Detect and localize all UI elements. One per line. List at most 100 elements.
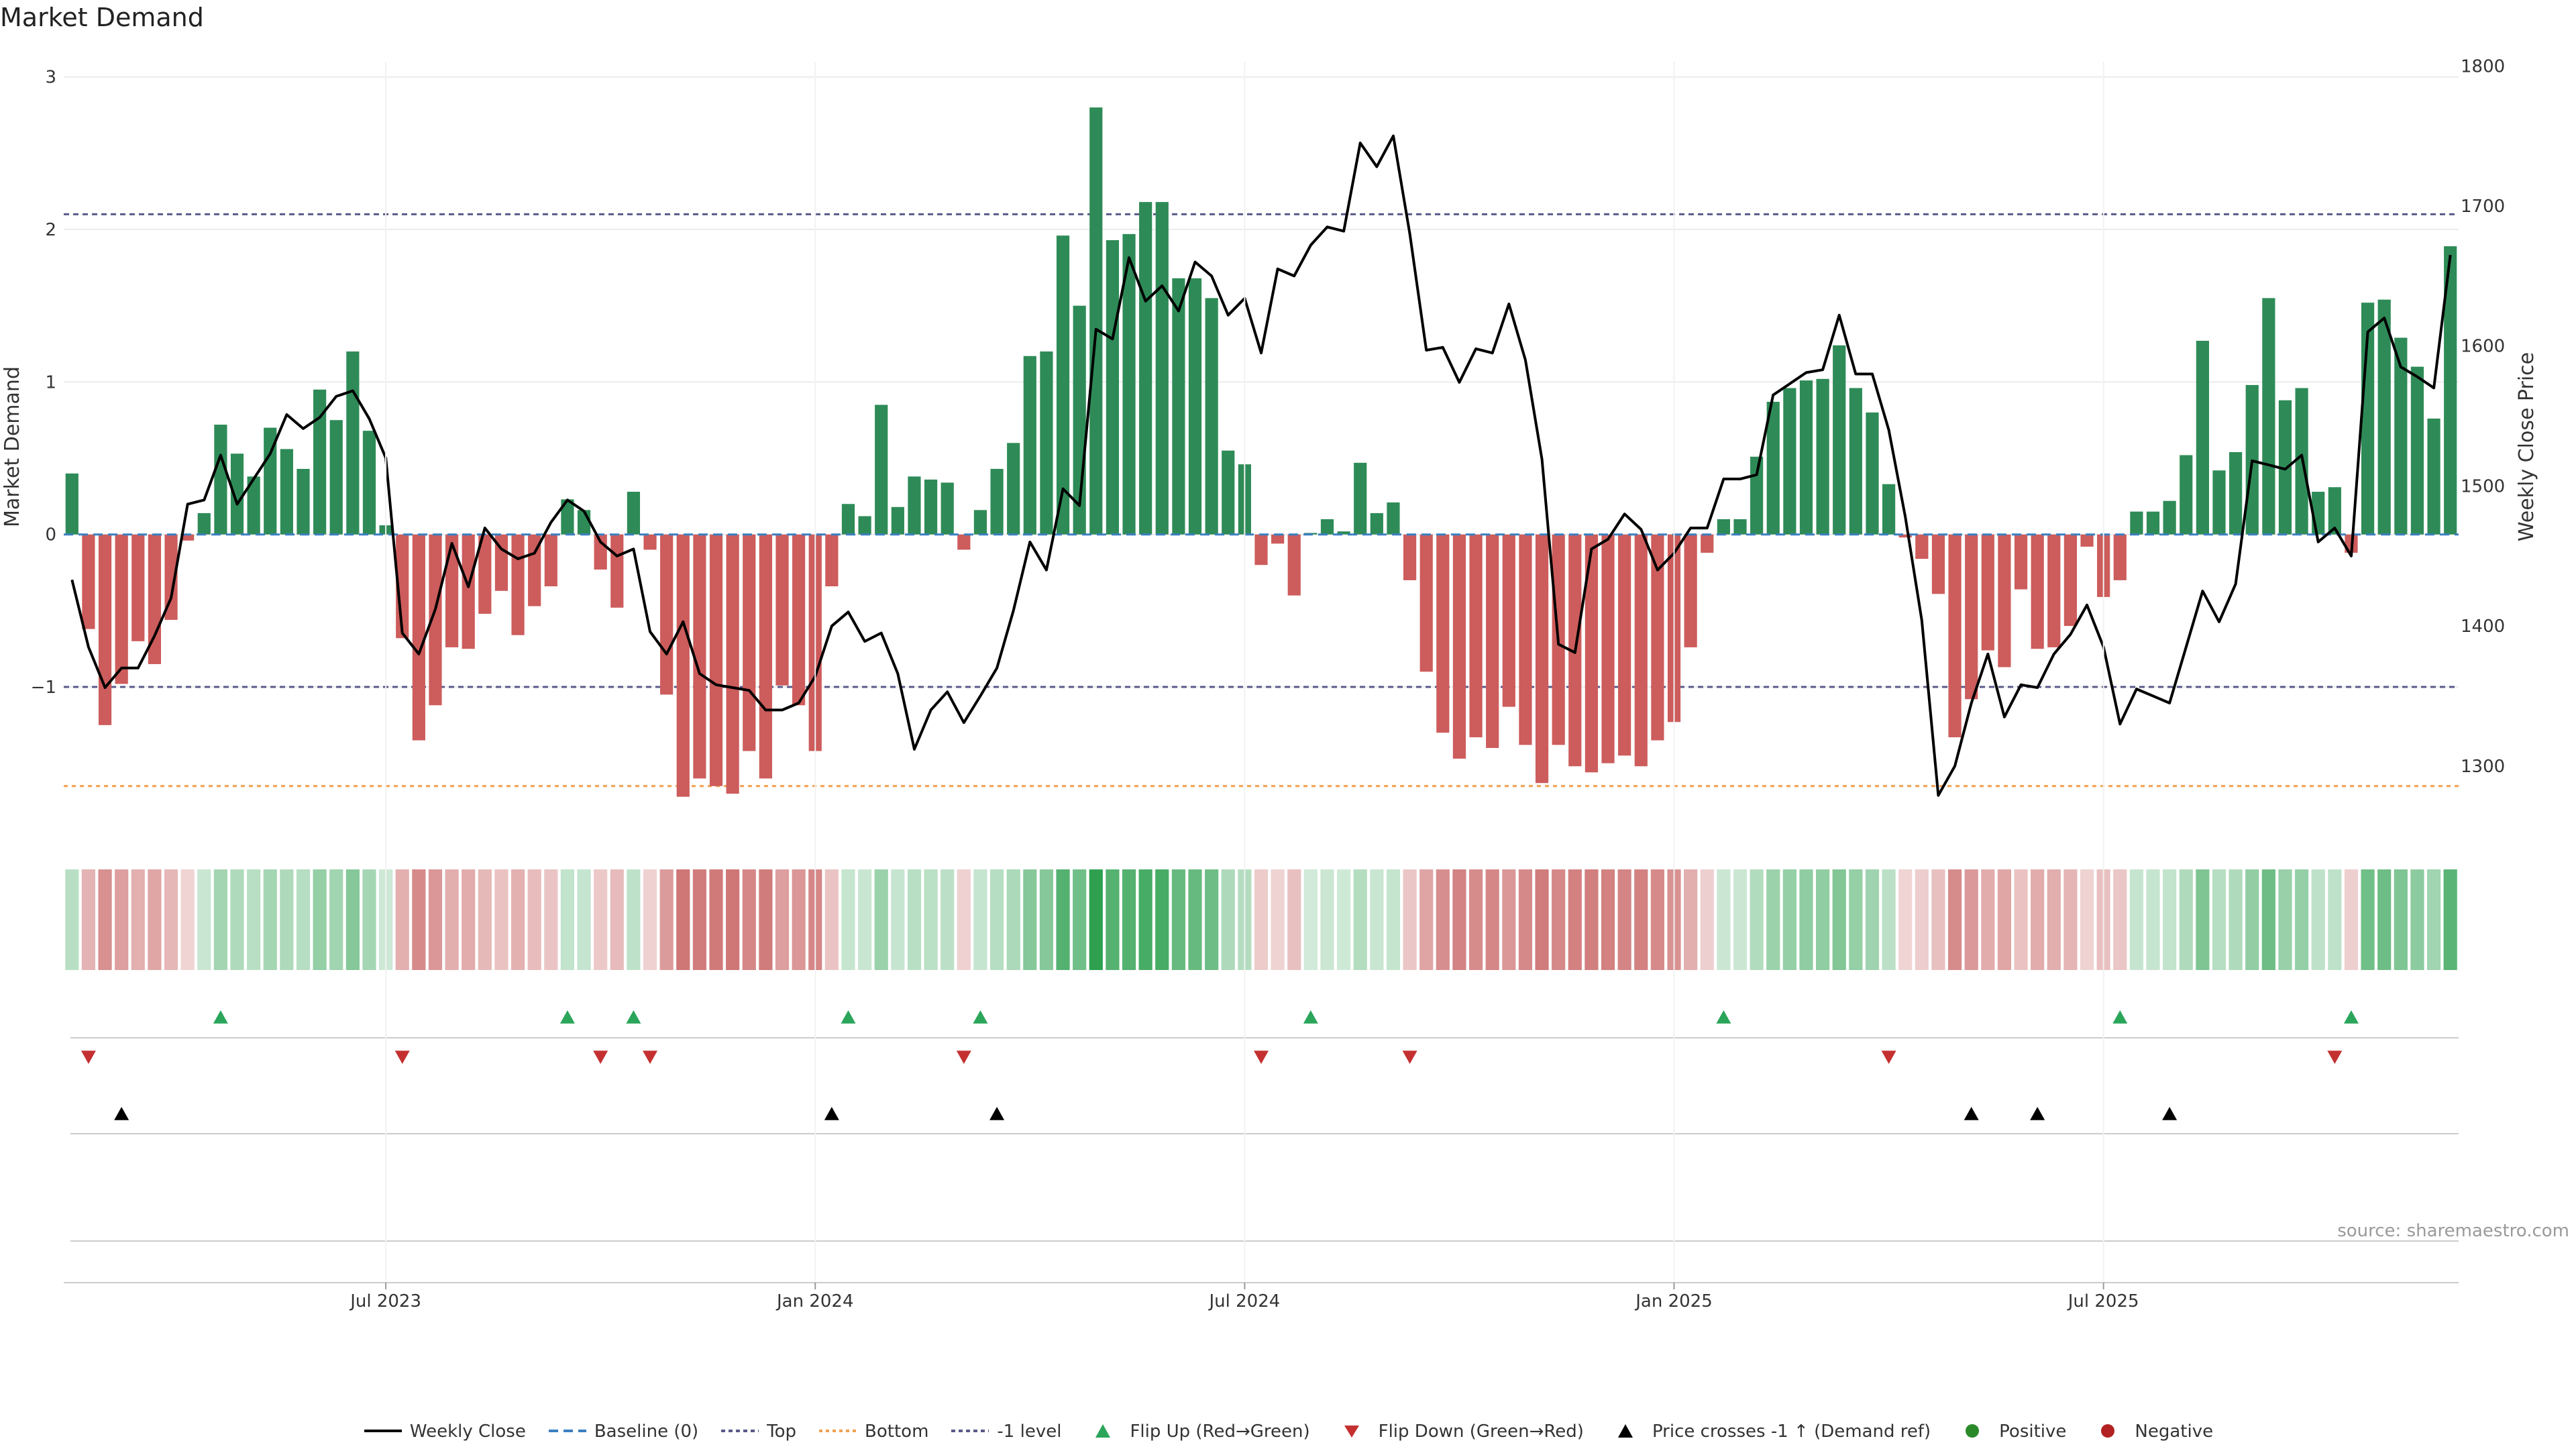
heat-cell (775, 869, 790, 970)
heat-cell (527, 869, 541, 970)
demand-bar (2146, 511, 2160, 535)
heat-cell (1799, 869, 1813, 970)
heat-cell (2080, 869, 2094, 970)
heat-cell (2163, 869, 2177, 970)
legend-item: Baseline (0) (547, 1421, 698, 1442)
demand-bar (1354, 462, 1367, 535)
demand-bar (1387, 502, 1400, 535)
heat-cell (345, 869, 360, 970)
left-axis: −1 0 1 2 3 Market Demand (1, 68, 56, 698)
heat-cell (643, 869, 657, 970)
demand-bar (2196, 341, 2209, 535)
demand-bar (2014, 534, 2028, 590)
legend-label: Top (767, 1421, 797, 1442)
heat-cell (1882, 869, 1896, 970)
heat-cell (296, 869, 311, 970)
demand-bar (2410, 366, 2424, 535)
heat-cell (792, 869, 806, 970)
demand-bar (346, 351, 360, 535)
heat-cell (1056, 869, 1070, 970)
demand-bar (2328, 487, 2341, 535)
heat-cell (115, 869, 129, 970)
price-cross-marker (2162, 1107, 2178, 1120)
heat-cell (395, 869, 409, 970)
demand-bar (1089, 107, 1103, 535)
demand-bar (544, 534, 557, 587)
date-tick-label: Jul 2024 (1208, 1291, 1280, 1311)
demand-bar (1370, 513, 1383, 535)
heat-cell (1370, 869, 1384, 970)
heat-cell (759, 869, 773, 970)
demand-bar (1601, 534, 1615, 763)
demand-bar (2130, 511, 2143, 535)
heat-cell (263, 869, 277, 970)
flip-up-marker (559, 1010, 575, 1024)
demand-bar (1486, 534, 1499, 748)
demand-bar (1766, 401, 1780, 535)
demand-bar (1849, 388, 1862, 535)
heat-cell (742, 869, 756, 970)
demand-bar (2163, 500, 2176, 535)
heat-cell (2361, 869, 2375, 970)
legend-swatch (364, 1430, 402, 1432)
demand-bar (643, 534, 657, 550)
demand-bar (627, 492, 641, 535)
demand-bar (1783, 388, 1796, 535)
price-cross-marker (2030, 1107, 2045, 1120)
demand-bar (65, 473, 78, 535)
legend-label: Negative (2135, 1421, 2214, 1442)
demand-bar (1155, 202, 1169, 535)
legend-item: Negative (2088, 1421, 2213, 1442)
left-tick-label: −1 (31, 678, 56, 698)
demand-bar (1106, 239, 1120, 535)
demand-bar (1271, 534, 1285, 544)
heat-cell (1122, 869, 1136, 970)
heat-cell (197, 869, 211, 970)
demand-bar (462, 534, 475, 649)
demand-bar (1139, 202, 1152, 535)
heat-cell (362, 869, 376, 970)
heat-cell (594, 869, 608, 970)
demand-bar (1436, 534, 1450, 733)
legend-swatch (1617, 1424, 1633, 1438)
demand-bar (1419, 534, 1433, 672)
demand-bar (197, 513, 211, 535)
date-tick-label: Jan 2024 (775, 1291, 854, 1311)
demand-bar (511, 534, 525, 635)
demand-bar (1701, 534, 1714, 553)
left-tick-label: 1 (45, 372, 56, 392)
heat-cell (1832, 869, 1846, 970)
demand-bar (726, 534, 739, 794)
chart-title: Market Demand (0, 3, 204, 32)
left-axis-title: Market Demand (1, 366, 24, 527)
legend-item: Bottom (818, 1421, 928, 1442)
heat-cell (2443, 869, 2457, 970)
demand-bar (1585, 534, 1599, 773)
demand-bar (329, 420, 343, 535)
price-cross-marker (824, 1107, 839, 1120)
heat-cell (1766, 869, 1780, 970)
demand-bar (792, 534, 806, 706)
weekly-close-line (70, 134, 2452, 797)
legend-swatch (2101, 1424, 2115, 1438)
flip-up-marker (1716, 1010, 1731, 1024)
heat-cell (941, 869, 955, 970)
heat-cell (2328, 869, 2342, 970)
demand-bar (2394, 337, 2408, 535)
legend-item: Price crosses -1 ↑ (Demand ref) (1605, 1421, 1931, 1442)
legend-label: Flip Down (Green→Red) (1378, 1421, 1584, 1442)
legend-swatch (721, 1430, 759, 1432)
heat-cell (1320, 869, 1334, 970)
heat-cell (1353, 869, 1367, 970)
right-tick-label: 1600 (2461, 337, 2505, 357)
demand-bar (957, 534, 971, 550)
date-tick-label: Jan 2025 (1634, 1291, 1713, 1311)
demand-bar (1056, 235, 1070, 535)
demand-bar (759, 534, 772, 779)
source-note: source: sharemaestro.com (2337, 1221, 2569, 1241)
demand-bar (2047, 534, 2061, 647)
demand-bar (2278, 400, 2292, 535)
heat-cell (1171, 869, 1185, 970)
demand-heat-strip (65, 869, 2457, 970)
demand-bar (429, 534, 442, 706)
